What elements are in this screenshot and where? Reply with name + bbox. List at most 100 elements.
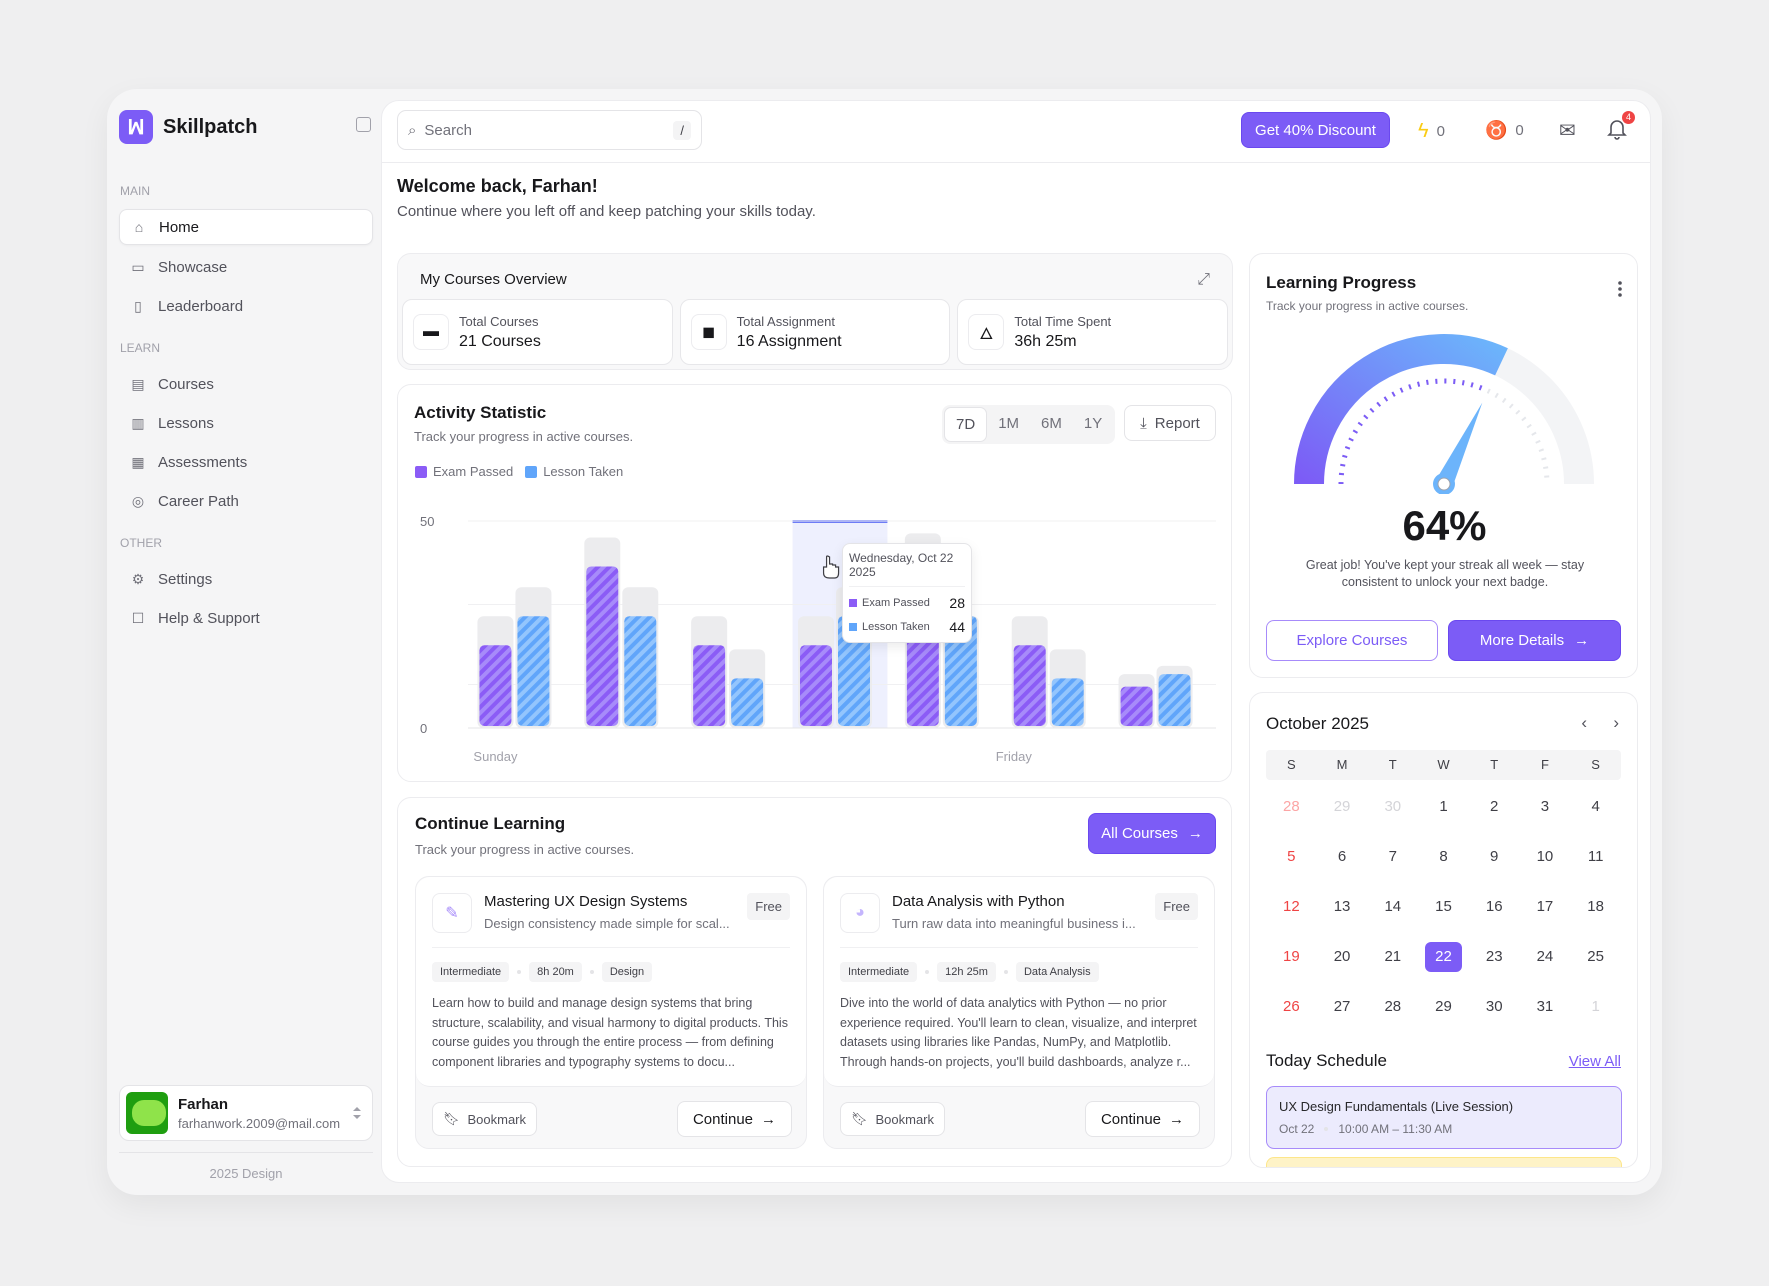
logo[interactable]: ꟽ Skillpatch — [119, 110, 257, 144]
bell-icon[interactable] — [1607, 118, 1627, 140]
view-all-link[interactable]: View All — [1568, 1053, 1621, 1070]
calendar-day[interactable]: 11 — [1587, 848, 1604, 865]
more-options-icon[interactable] — [1617, 280, 1623, 298]
calendar-day[interactable]: 20 — [1333, 948, 1351, 965]
course-card[interactable]: ◕ Data Analysis with Python Turn raw data… — [823, 876, 1215, 1149]
weekday-label: W — [1437, 757, 1450, 772]
sidebar-item-leaderboard[interactable]: ▯ Leaderboard — [119, 288, 373, 324]
calendar-day[interactable]: 14 — [1384, 898, 1402, 915]
tooltip-label: Lesson Taken — [862, 621, 930, 633]
continue-label: Continue — [1100, 1110, 1162, 1128]
range-7d[interactable]: 7D — [944, 407, 988, 442]
all-courses-button[interactable]: All Courses → — [1088, 813, 1216, 854]
sidebar-item-career-path[interactable]: ◎ Career Path — [119, 483, 373, 519]
next-month-icon[interactable]: › — [1613, 713, 1619, 732]
calendar-day[interactable]: 23 — [1485, 948, 1503, 965]
explore-courses-button[interactable]: Explore Courses — [1266, 620, 1438, 661]
progress-subtitle: Track your progress in active courses. — [1266, 299, 1469, 313]
calendar-day[interactable]: 29 — [1333, 798, 1351, 815]
calendar-day[interactable]: 10 — [1536, 848, 1554, 865]
calendar-day[interactable]: 21 — [1384, 948, 1402, 965]
calendar-day[interactable]: 17 — [1536, 898, 1554, 915]
trophy-stat[interactable]: ♉ 0 — [1485, 120, 1524, 141]
schedule-item[interactable]: UX Design Fundamentals (Live Session) Oc… — [1266, 1086, 1622, 1149]
calendar-day[interactable]: 15 — [1435, 898, 1452, 915]
calendar-day[interactable]: 1 — [1439, 798, 1448, 815]
continue-button[interactable]: Continue → — [677, 1101, 792, 1137]
calendar-day[interactable]: 29 — [1435, 998, 1452, 1015]
all-courses-label: All Courses — [1101, 825, 1178, 842]
sidebar-item-assessments[interactable]: ▦ Assessments — [119, 444, 373, 480]
calendar-day[interactable]: 30 — [1384, 798, 1402, 815]
weekday-label: M — [1336, 757, 1348, 772]
calendar-day[interactable]: 28 — [1283, 798, 1300, 815]
category-tag: Data Analysis — [1015, 962, 1099, 982]
sidebar-item-help[interactable]: ☐ Help & Support — [119, 600, 373, 636]
calendar-day[interactable]: 27 — [1333, 998, 1351, 1015]
calendar-day-selected[interactable]: 22 — [1425, 942, 1462, 972]
sidebar-item-lessons[interactable]: ▥ Lessons — [119, 405, 373, 441]
bookmark-button[interactable]: 🔖︎ Bookmark — [432, 1102, 537, 1136]
overview-title: My Courses Overview — [420, 271, 567, 288]
schedule-item-partial[interactable] — [1266, 1157, 1622, 1167]
stat-value: 36h 25m — [1014, 332, 1077, 350]
calendar-day[interactable]: 26 — [1283, 998, 1300, 1015]
calendar-day[interactable]: 3 — [1540, 798, 1550, 815]
sidebar-item-settings[interactable]: ⚙ Settings — [119, 561, 373, 597]
calendar-day[interactable]: 13 — [1333, 898, 1351, 915]
document-icon: ▦ — [131, 453, 145, 470]
calendar-day[interactable]: 28 — [1384, 998, 1402, 1015]
mail-icon[interactable]: ✉ — [1559, 120, 1576, 142]
prev-month-icon[interactable]: ‹ — [1581, 713, 1587, 732]
report-label: Report — [1154, 414, 1200, 432]
calendar-day[interactable]: 25 — [1587, 948, 1604, 965]
calendar-day[interactable]: 19 — [1283, 948, 1300, 965]
bar-lesson-taken — [731, 678, 764, 726]
user-menu[interactable]: Farhan farhanwork.2009@mail.com — [119, 1085, 373, 1141]
stat-total-assignment: ◼ Total Assignment 16 Assignment — [679, 299, 951, 365]
footer-text: 2025 Design — [209, 1166, 283, 1181]
calendar-day[interactable]: 5 — [1287, 848, 1296, 865]
bookmark-button[interactable]: 🔖︎ Bookmark — [840, 1102, 945, 1136]
sidebar-item-showcase[interactable]: ▭ Showcase — [119, 249, 373, 285]
chart-legend: Exam Passed Lesson Taken — [415, 464, 623, 479]
range-1m[interactable]: 1M — [998, 415, 1020, 432]
search-input[interactable]: ⌕ Search / — [397, 110, 702, 150]
nav-label: Help & Support — [158, 609, 260, 627]
calendar-day[interactable]: 2 — [1490, 798, 1499, 815]
weekday-label: F — [1540, 757, 1549, 772]
bookmark-label: Bookmark — [467, 1111, 527, 1127]
course-title: Data Analysis with Python — [892, 893, 1065, 910]
discount-button[interactable]: Get 40% Discount — [1241, 112, 1390, 148]
sidebar-item-courses[interactable]: ▤ Courses — [119, 366, 373, 402]
calendar-day[interactable]: 6 — [1337, 848, 1347, 865]
range-1y[interactable]: 1Y — [1083, 415, 1103, 432]
calendar-day[interactable]: 24 — [1536, 948, 1554, 965]
arrow-right-icon: → — [1169, 1110, 1185, 1128]
progress-title: Learning Progress — [1266, 273, 1417, 292]
calendar-day[interactable]: 30 — [1485, 998, 1503, 1015]
search-icon: ⌕ — [408, 121, 417, 139]
sidebar-item-home[interactable]: ⌂ Home — [119, 209, 373, 245]
sidebar-toggle-icon[interactable] — [356, 117, 371, 132]
more-details-button[interactable]: More Details → — [1448, 620, 1621, 661]
calendar-day[interactable]: 31 — [1536, 998, 1554, 1015]
calendar-day[interactable]: 4 — [1591, 798, 1600, 815]
calendar-day[interactable]: 7 — [1388, 848, 1397, 865]
calendar-day[interactable]: 16 — [1485, 898, 1503, 915]
calendar-day[interactable]: 8 — [1439, 848, 1448, 865]
range-6m[interactable]: 6M — [1041, 415, 1062, 432]
continue-button[interactable]: Continue → — [1085, 1101, 1200, 1137]
target-icon: ◎ — [131, 492, 145, 509]
courses-icon: ▬ — [413, 314, 449, 350]
course-card[interactable]: ✎ Mastering UX Design Systems Design cons… — [415, 876, 807, 1149]
report-button[interactable]: ⤓ Report — [1124, 405, 1216, 441]
course-desc: Design consistency made simple for scal.… — [484, 916, 730, 931]
expand-icon[interactable]: ⤢ — [1197, 271, 1210, 288]
calendar-day[interactable]: 9 — [1490, 848, 1499, 865]
calendar-day[interactable]: 12 — [1283, 898, 1300, 915]
nav-label: Lessons — [158, 414, 214, 432]
calendar-day[interactable]: 18 — [1587, 898, 1604, 915]
calendar-day[interactable]: 1 — [1591, 998, 1600, 1015]
